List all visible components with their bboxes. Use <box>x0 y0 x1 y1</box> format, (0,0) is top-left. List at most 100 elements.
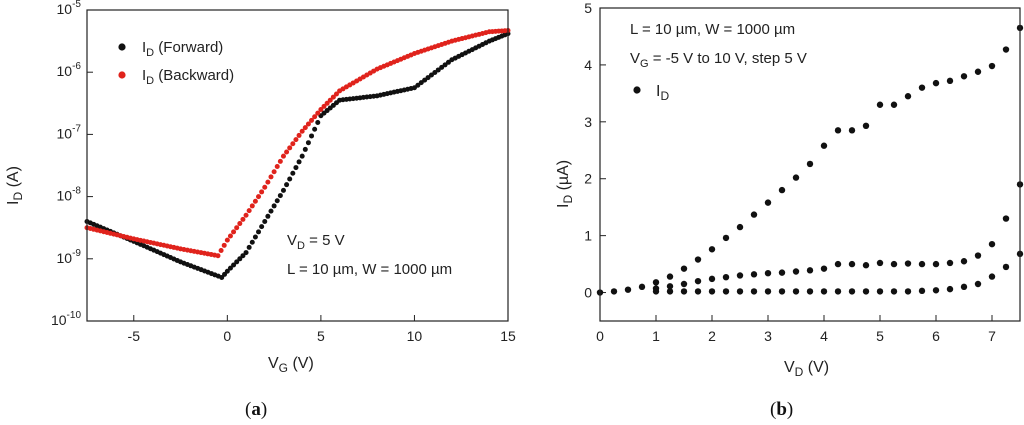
chart-a-xtick-label: -5 <box>128 328 141 344</box>
output-point-series-2 <box>764 288 772 295</box>
forward-point <box>305 140 311 146</box>
output-point-series-0 <box>708 246 716 253</box>
forward-point <box>231 262 237 268</box>
forward-point <box>411 85 417 91</box>
forward-point <box>249 239 255 245</box>
output-point-series-0 <box>680 265 688 272</box>
output-point-series-0 <box>974 68 982 75</box>
forward-point <box>425 75 431 81</box>
forward-point <box>240 253 246 259</box>
chart-b-xtick-label: 5 <box>876 328 884 344</box>
forward-point <box>252 234 258 240</box>
chart-b-ytick-label: 3 <box>584 114 592 130</box>
chart-a-points <box>84 28 511 280</box>
output-point-series-0 <box>820 142 828 149</box>
chart-b-xtick-label: 1 <box>652 328 660 344</box>
output-point-series-0 <box>764 199 772 206</box>
backward-point <box>290 141 296 147</box>
legend-b-marker <box>633 86 641 94</box>
output-point-series-2 <box>708 288 716 295</box>
backward-point <box>252 198 258 204</box>
output-point-series-1 <box>722 273 730 281</box>
output-point-series-1 <box>820 265 828 272</box>
forward-point <box>234 259 240 265</box>
output-point-series-0 <box>876 101 884 108</box>
legend-a-backward-marker <box>118 71 126 79</box>
output-point-series-2 <box>792 288 800 295</box>
output-point-series-2 <box>778 288 786 295</box>
output-point-series-1 <box>988 240 996 248</box>
chart-a-ylabel: ID (A) <box>5 166 25 205</box>
chart-b-xlabel: VD (V) <box>784 359 829 379</box>
output-point-series-0 <box>960 73 968 80</box>
chart-a-frame <box>86 9 509 322</box>
output-point-series-1 <box>876 259 884 267</box>
chart-b-frame <box>599 7 1021 322</box>
backward-point <box>274 164 280 170</box>
backward-point <box>256 194 262 200</box>
backward-point <box>312 114 318 120</box>
output-point-series-1 <box>778 269 786 276</box>
output-point-series-1 <box>1002 215 1010 222</box>
backward-point <box>237 221 243 227</box>
backward-point <box>224 237 230 243</box>
backward-point <box>277 158 283 164</box>
output-point-series-0 <box>848 127 856 134</box>
backward-point <box>227 233 233 239</box>
chart-b-points <box>596 24 1024 296</box>
output-point-series-0 <box>806 160 814 168</box>
chart-b-xtick-label: 6 <box>932 328 940 344</box>
output-point-series-0 <box>988 62 996 70</box>
output-point-series-1 <box>750 271 758 278</box>
forward-point <box>290 170 296 176</box>
output-point-series-2 <box>862 288 870 295</box>
output-point-series-2 <box>820 288 828 295</box>
forward-point <box>309 133 315 139</box>
forward-point <box>243 250 249 256</box>
forward-point <box>445 59 451 65</box>
backward-point <box>259 189 265 195</box>
chart-b-xtick-label: 4 <box>820 328 828 344</box>
output-point-series-0 <box>904 93 912 100</box>
backward-point <box>324 100 330 106</box>
forward-point <box>287 176 293 182</box>
backward-point <box>243 212 249 218</box>
legend-a-forward-marker <box>118 43 126 51</box>
backward-point <box>249 203 255 209</box>
forward-point <box>293 165 299 171</box>
output-point-series-0 <box>694 256 702 263</box>
output-point-series-2 <box>834 288 842 295</box>
annotation-b-dimensions: L = 10 µm, W = 1000 µm <box>630 21 795 38</box>
output-point-series-0 <box>946 77 954 85</box>
chart-a-ytick-label: 10-9 <box>57 248 82 266</box>
forward-point <box>442 62 448 68</box>
chart-b-ytick-label: 5 <box>584 0 592 16</box>
forward-point <box>315 119 321 125</box>
output-point-series-0 <box>666 273 674 280</box>
output-point-series-2 <box>932 287 940 294</box>
output-point-series-0 <box>834 127 842 134</box>
output-point-series-1 <box>960 258 968 265</box>
backward-point <box>315 110 321 116</box>
forward-point <box>256 229 262 235</box>
forward-point <box>284 182 290 188</box>
chart-b-ylabel: ID (µA) <box>555 160 575 208</box>
forward-point <box>296 159 302 165</box>
chart-a-ytick-label: 10-5 <box>57 0 82 17</box>
chart-a-xtick-label: 10 <box>407 328 423 344</box>
output-point-series-0 <box>638 283 646 291</box>
chart-a-xtick-label: 5 <box>317 328 325 344</box>
forward-point <box>246 244 252 250</box>
forward-point <box>277 193 283 199</box>
output-point-series-2 <box>680 288 688 295</box>
panel-label-b: (b) <box>770 399 793 420</box>
chart-b-xtick-label: 3 <box>764 328 772 344</box>
forward-point <box>435 67 441 73</box>
output-point-series-2 <box>722 288 730 295</box>
output-point-series-1 <box>834 260 842 268</box>
output-point-series-1 <box>736 272 744 279</box>
backward-point <box>215 253 221 259</box>
backward-point <box>309 117 315 123</box>
output-point-series-0 <box>862 122 870 130</box>
chart-a-ytick-label: 10-10 <box>51 310 81 328</box>
